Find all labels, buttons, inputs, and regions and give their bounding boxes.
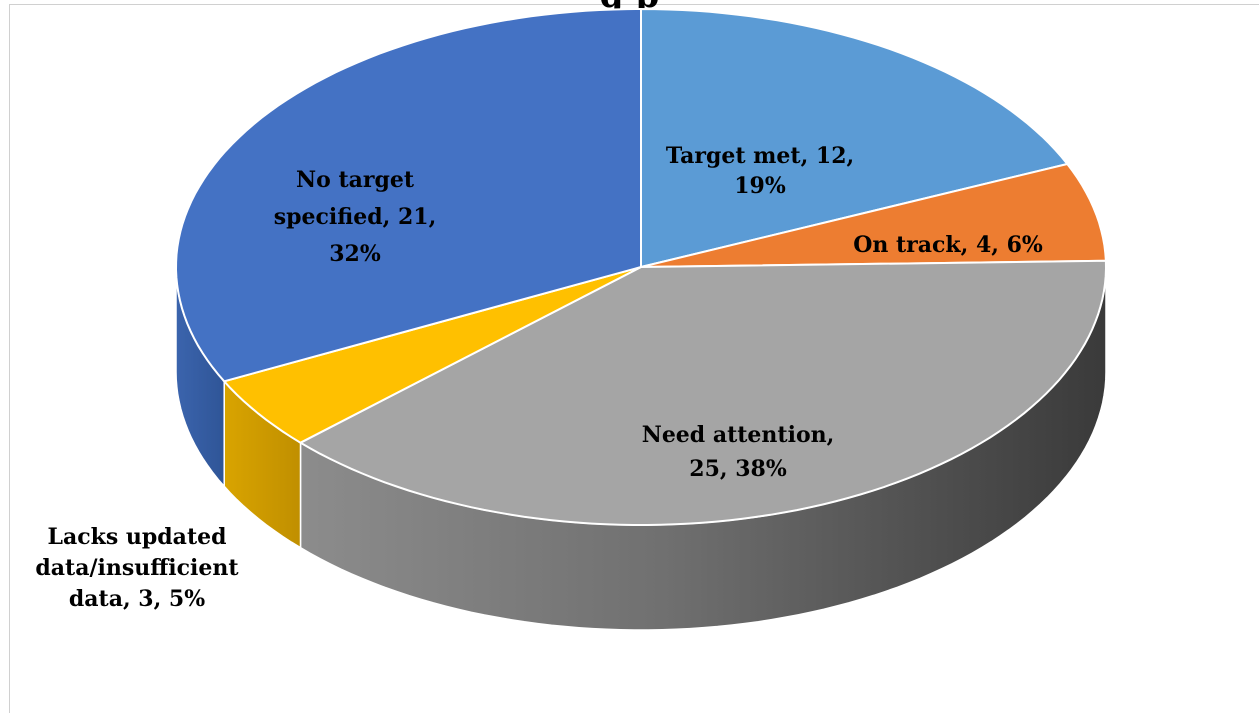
pie-slice-lacks-updated-data-insufficient-data — [222, 266, 642, 444]
data-label-on-track: On track, 4, 6% — [853, 232, 1043, 258]
chart-frame — [9, 4, 1259, 713]
pie-slice-target-met — [640, 7, 1070, 269]
data-label-lacks-updated-data-insufficient-data: Lacks updated data/insufficient data, 3, 5… — [35, 524, 239, 612]
pie-slice-need-attention — [298, 259, 1108, 526]
data-label-target-met: Target met, 12, 19% — [666, 143, 854, 199]
data-label-need-attention: Need attention, 25, 38% — [642, 422, 835, 482]
pie-slice-no-target-specified — [174, 7, 642, 383]
data-label-no-target-specified: No target specified, 21, 32% — [274, 167, 437, 267]
pie-slice-on-track — [640, 162, 1107, 268]
